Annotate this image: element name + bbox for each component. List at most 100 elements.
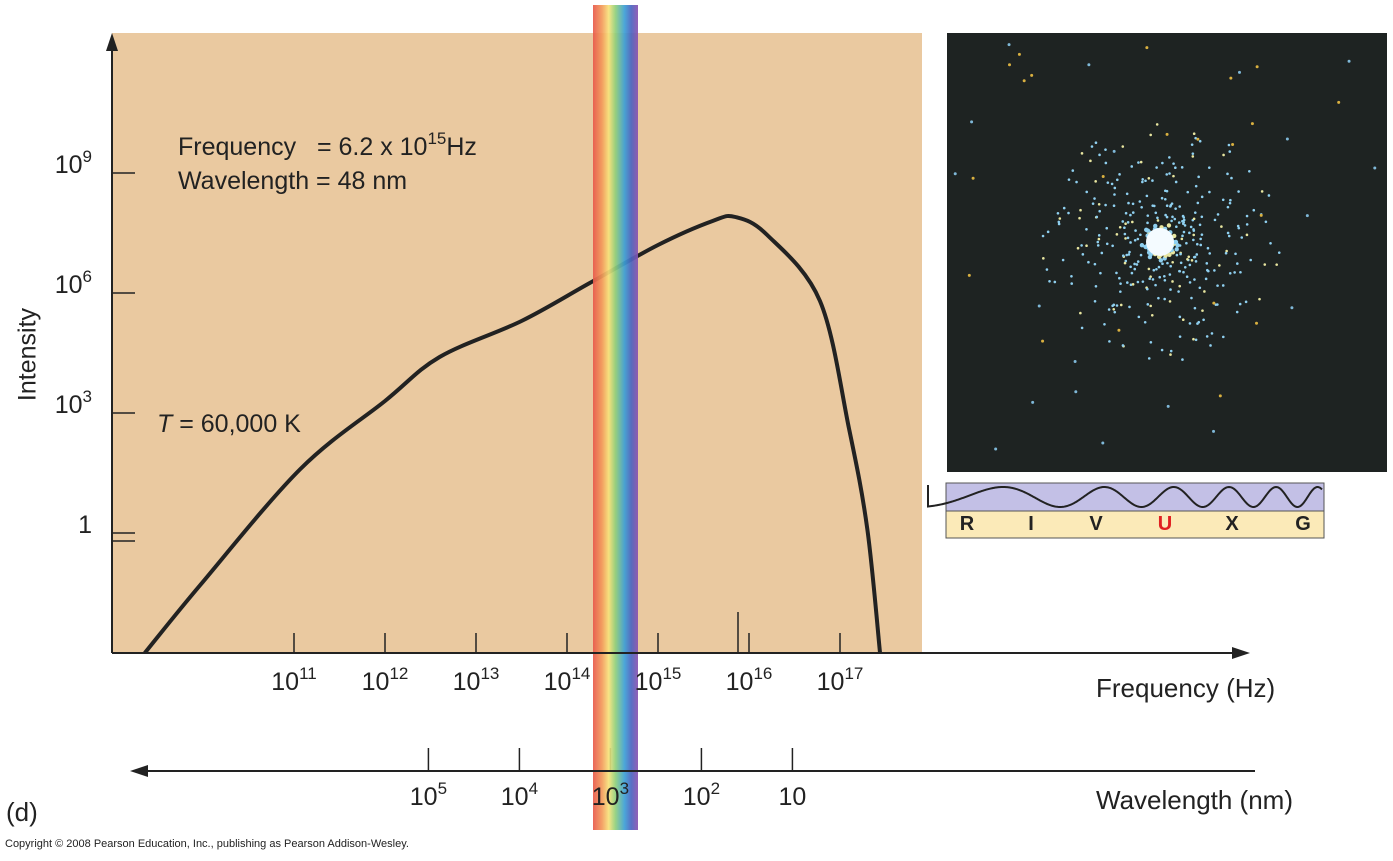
star-dot (1182, 230, 1186, 234)
star-dot (1152, 268, 1156, 272)
star-dot (1228, 271, 1232, 275)
star-dot (1157, 296, 1160, 300)
star-dot (1200, 215, 1204, 219)
x-tick-label-base: 10 (634, 668, 663, 696)
star-dot (1104, 148, 1107, 151)
star-dot (1137, 315, 1141, 319)
star-dot (1181, 358, 1184, 361)
star-dot (1172, 174, 1175, 178)
x-tick-label: 1013 (453, 665, 500, 697)
star-dot (1216, 284, 1219, 287)
wavelength-tick-label-exp: 3 (619, 779, 630, 798)
star-dot (1236, 262, 1239, 265)
y-tick-label-exp: 3 (82, 387, 92, 406)
star-dot (1156, 219, 1160, 222)
star-dot (1071, 169, 1075, 172)
star-dot (1192, 132, 1196, 136)
star-dot (1178, 284, 1182, 288)
star-dot (1185, 275, 1189, 279)
star-dot (1144, 179, 1147, 183)
frequency-axis-arrow (1232, 647, 1250, 659)
star-dot (994, 447, 998, 451)
star-dot (1149, 275, 1152, 278)
star-dot (1168, 156, 1171, 159)
star-dot (1147, 254, 1153, 260)
star-dot (1216, 213, 1220, 216)
rivuxg-letter-r: R (959, 513, 975, 535)
star-dot (1170, 219, 1173, 223)
star-dot (1104, 203, 1107, 207)
star-dot (1255, 321, 1259, 325)
x-tick-label-exp: 14 (571, 664, 591, 683)
star-dot (1240, 236, 1244, 239)
star-dot (1121, 220, 1125, 223)
star-dot (1151, 278, 1155, 281)
star-dot (1134, 229, 1137, 232)
panel-label: (d) (6, 797, 38, 827)
star-dot (1140, 206, 1143, 209)
star-dot (1204, 277, 1208, 281)
star-dot (1094, 284, 1098, 288)
star-dot (1057, 222, 1061, 226)
star-dot (1007, 43, 1011, 47)
star-dot (1200, 233, 1204, 236)
star-dot (1136, 260, 1140, 263)
star-dot (1094, 180, 1097, 183)
rivuxg-letter-band (945, 510, 1325, 539)
star-dot (1105, 242, 1109, 246)
plot-background (112, 33, 922, 653)
star-dot (1123, 226, 1126, 229)
star-dot (1175, 253, 1179, 257)
star-dot (1165, 173, 1169, 176)
star-dot (1139, 242, 1145, 248)
star-dot (1255, 65, 1259, 69)
star-dot (1347, 59, 1351, 63)
wavelength-axis-label: Wavelength (nm) (1096, 785, 1293, 815)
star-dot (1097, 234, 1101, 237)
star-dot (1136, 237, 1140, 241)
star-dot (1115, 178, 1119, 182)
y-tick-label: 106 (55, 268, 92, 300)
x-tick-label-exp: 11 (299, 664, 317, 683)
star-dot (1249, 258, 1253, 262)
star-dot (1290, 306, 1294, 310)
star-dot (1169, 288, 1172, 291)
star-dot (1129, 213, 1132, 217)
star-dot (1119, 290, 1122, 293)
y-tick-label: 1 (78, 511, 92, 540)
star-dot (1147, 176, 1151, 180)
star-dot (1161, 161, 1164, 165)
star-dot (1269, 241, 1272, 245)
star-dot (1195, 253, 1199, 256)
star-dot (1113, 310, 1117, 314)
star-dot (1078, 216, 1081, 220)
star-dot (1119, 303, 1123, 307)
star-dot (1093, 299, 1097, 303)
star-dot (971, 176, 975, 180)
star-dot (1212, 429, 1216, 433)
star-dot (1135, 263, 1139, 266)
star-dot (1158, 275, 1162, 279)
star-dot (1127, 201, 1130, 205)
star-dot (1192, 255, 1196, 259)
cluster-core (1146, 228, 1174, 256)
star-dot (1045, 268, 1049, 271)
star-dot (1196, 137, 1200, 141)
star-dot (1136, 280, 1140, 284)
star-dot (1053, 280, 1057, 284)
star-dot (1245, 233, 1249, 237)
star-dot (1091, 202, 1095, 205)
star-dot (1094, 141, 1098, 144)
star-dot (1131, 211, 1135, 214)
temperature-label: T = 60,000 K (157, 410, 301, 439)
star-dot (1174, 247, 1179, 252)
x-tick-label-base: 10 (361, 668, 390, 696)
rivuxg-letter-v: V (1089, 513, 1103, 535)
star-dot (1191, 155, 1195, 158)
star-dot (1226, 205, 1230, 209)
star-dot (1225, 249, 1228, 253)
star-dot (1193, 278, 1196, 281)
star-dot (1174, 180, 1178, 184)
star-dot (1104, 161, 1108, 165)
wavelength-tick-label-base: 10 (682, 783, 711, 811)
